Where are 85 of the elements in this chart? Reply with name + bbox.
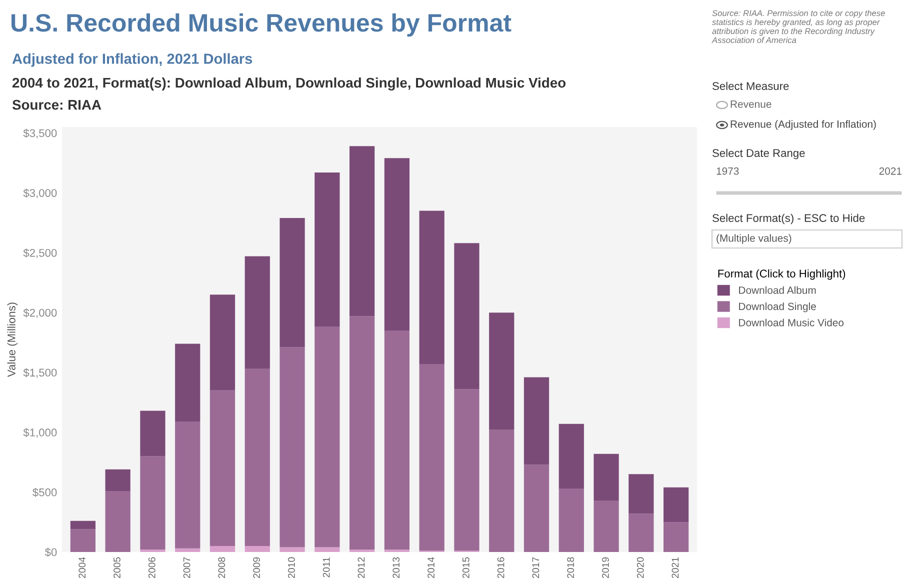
bar — [105, 469, 130, 491]
text: 2004 to 2021, Format(s): Download Album, Download Single, Download Music Video — [12, 77, 566, 91]
y-tick-label: $0 — [44, 548, 57, 557]
bar — [105, 490, 130, 552]
x-tick-label: 2005 — [114, 557, 120, 578]
bar — [524, 377, 550, 465]
bar — [314, 172, 340, 327]
x-tick-label: 2019 — [602, 557, 609, 578]
text: Select Date Range — [712, 148, 805, 160]
x-tick-label: 2017 — [532, 557, 540, 578]
bar — [489, 312, 514, 430]
x-tick-label: 2013 — [392, 557, 400, 578]
x-tick-label: 2007 — [183, 557, 190, 578]
bar — [384, 158, 410, 331]
x-tick-label: 2015 — [462, 557, 470, 578]
text: 2021 — [879, 167, 902, 175]
bar — [664, 487, 689, 522]
bar — [175, 344, 200, 422]
source-note: Source: RIAA — [12, 100, 102, 110]
x-tick-label: 2009 — [253, 557, 260, 578]
bar — [140, 410, 166, 456]
x-tick-label: 2006 — [148, 557, 156, 578]
x-tick-label: 2008 — [218, 557, 226, 578]
text: Revenue — [730, 100, 772, 108]
bar — [384, 330, 410, 550]
bar — [175, 422, 200, 548]
bar — [349, 316, 375, 550]
bar — [454, 389, 480, 551]
chart-subtitle: Adjusted for Inflation, 2021 Dollars — [12, 53, 252, 67]
x-tick-label: 2020 — [636, 557, 644, 578]
bar — [175, 548, 200, 552]
bar — [70, 529, 96, 552]
y-tick-label: $500 — [32, 488, 57, 497]
chart-title: U.S. Recorded Music Revenues by Format — [12, 13, 512, 37]
y-axis-title: Value (Millions) — [7, 302, 18, 378]
bar — [210, 294, 236, 390]
bar — [210, 546, 236, 552]
bar — [280, 547, 305, 552]
bar — [280, 347, 305, 548]
bar — [489, 430, 514, 552]
bar — [244, 368, 270, 546]
bar — [419, 364, 444, 551]
legend-label: Download Music Video — [739, 318, 844, 326]
y-tick-label: $3,000 — [23, 188, 57, 198]
y-tick-label: $1,500 — [23, 368, 57, 378]
source-note: Source: RIAA. Permission to cite or copy these statistics is hereby granted, as long as proper attribution is given to the Recording Industry Association of America — [712, 10, 885, 44]
y-tick-label: $2,500 — [23, 248, 57, 258]
y-tick-label: $3,500 — [23, 128, 57, 138]
bar — [594, 454, 619, 501]
bar — [664, 522, 689, 552]
legend-label: Download Album — [739, 286, 816, 294]
y-tick-label: $2,000 — [23, 308, 57, 318]
bar — [314, 326, 340, 548]
x-tick-label: 2011 — [322, 557, 330, 578]
legend-title: Format (Click to Highlight) — [718, 269, 846, 280]
x-tick-label: 2012 — [358, 557, 365, 578]
x-tick-label: 2016 — [497, 557, 504, 578]
x-tick-label: 2014 — [428, 557, 434, 578]
bar — [454, 243, 480, 390]
bar — [349, 146, 375, 316]
bar — [70, 520, 96, 530]
text: Select Format(s) - ESC to Hide — [712, 214, 865, 224]
bar — [314, 547, 340, 552]
text: Select Measure — [712, 82, 789, 90]
text: (Multiple values) — [716, 234, 792, 244]
bar — [628, 514, 654, 552]
bar — [280, 218, 305, 348]
bar — [524, 464, 550, 552]
bar — [594, 500, 619, 552]
text: Revenue (Adjusted for Inflation) — [730, 120, 876, 130]
y-tick-label: $1,000 — [23, 428, 57, 438]
bar — [140, 456, 166, 550]
bar — [628, 474, 654, 514]
bar — [210, 390, 236, 546]
text: 1973 — [716, 167, 739, 175]
bar — [558, 488, 584, 552]
x-tick-label: 2018 — [567, 557, 574, 578]
bar — [558, 424, 584, 489]
bar — [419, 210, 444, 364]
x-tick-label: 2021 — [672, 557, 679, 578]
x-tick-label: 2004 — [78, 557, 86, 578]
bar — [244, 256, 270, 369]
x-tick-label: 2010 — [288, 557, 295, 578]
legend-label: Download Single — [739, 302, 816, 312]
bar — [244, 546, 270, 552]
